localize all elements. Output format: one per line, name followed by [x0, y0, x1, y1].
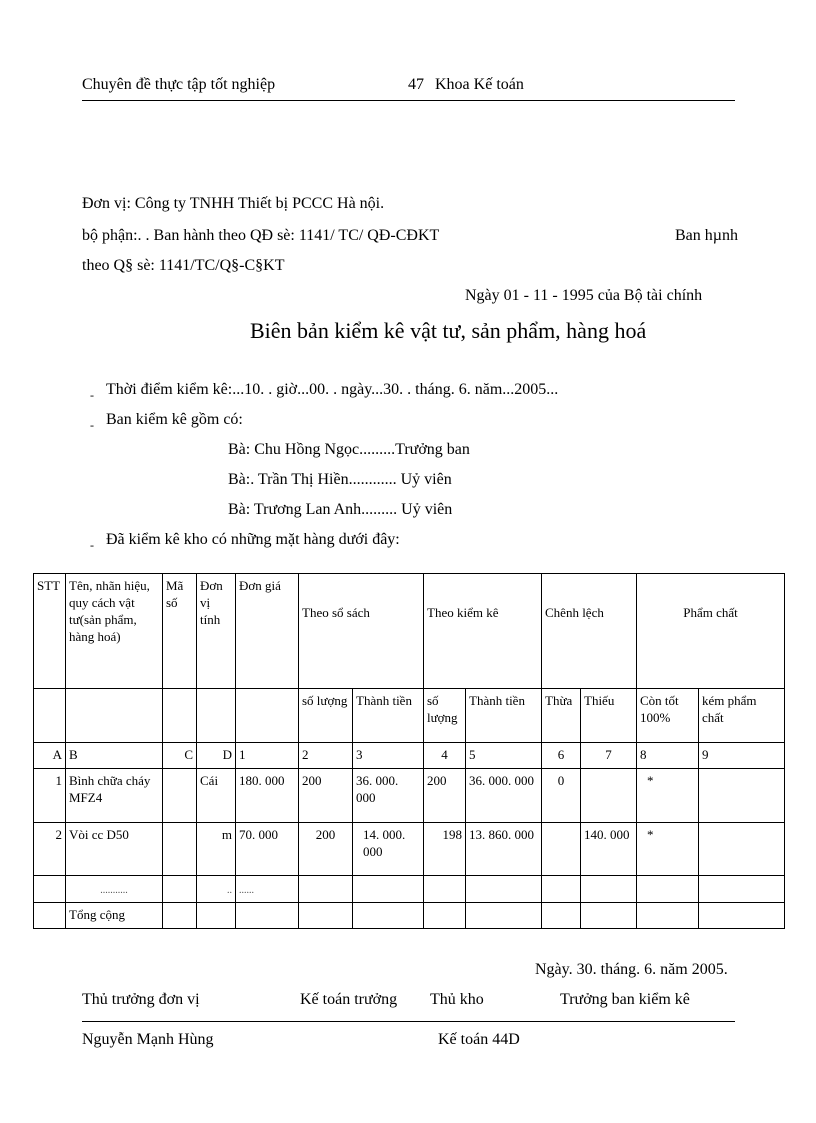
col-count-amount: Thành tiền: [465, 688, 542, 743]
total-label: Tổng cộng: [65, 902, 163, 929]
bullet-dash: -: [90, 418, 94, 432]
cell-poor: [698, 768, 785, 823]
col-unit: Đơn vị tính: [196, 573, 236, 689]
col-name: Tên, nhãn hiệu, quy cách vật tư(sản phẩm…: [65, 573, 163, 689]
code-cell: 7: [580, 742, 637, 769]
ministry-date-line: Ngày 01 - 11 - 1995 của Bộ tài chính: [465, 287, 703, 304]
cell-price: 70. 000: [235, 822, 299, 876]
document-title: Biên bản kiểm kê vật tư, sản phẩm, hàng …: [250, 318, 647, 343]
col-surplus: Thừa: [541, 688, 581, 743]
decision-line: theo Q§ sè: 1141/TC/Q§-C§KT: [82, 257, 285, 274]
committee-member: Bà: Chu Hồng Ngọc.........Trưởng ban: [228, 441, 470, 458]
cell-surplus: [541, 822, 581, 876]
committee-label: Ban kiểm kê gồm có:: [106, 411, 243, 428]
code-cell: 2: [298, 742, 353, 769]
col-quality: Phẩm chất: [636, 573, 785, 689]
sig-storekeeper: Thủ kho: [430, 991, 484, 1008]
col-price: Đơn giá: [235, 573, 299, 689]
cell-book-qty: 200: [298, 768, 353, 823]
cell-short: 140. 000: [580, 822, 637, 876]
unit-line: Đơn vị: Công ty TNHH Thiết bị PCCC Hà nộ…: [82, 195, 385, 212]
code-cell: 4: [423, 742, 466, 769]
cell-count-qty: 200: [423, 768, 466, 823]
cell-short: [580, 768, 637, 823]
code-cell: 1: [235, 742, 299, 769]
col-short: Thiếu: [580, 688, 637, 743]
sig-committee-head: Trưởng ban kiểm kê: [560, 991, 690, 1008]
code-cell: D: [196, 742, 236, 769]
cell-good: *: [636, 822, 699, 876]
header-row-1: STT Tên, nhãn hiệu, quy cách vật tư(sản …: [33, 573, 785, 689]
inventory-time: Thời điểm kiểm kê:...10. . giờ...00. . n…: [106, 381, 559, 398]
col-code: Mã số: [162, 573, 197, 689]
cell-code: [162, 768, 197, 823]
cell-count-qty: 198: [423, 822, 466, 876]
cell-book-amount: 14. 000. 000: [352, 822, 424, 876]
table-row: 1 Bình chữa cháy MFZ4 Cái 180. 000 200 3…: [33, 768, 785, 823]
header-right: Khoa Kế toán: [435, 76, 524, 93]
header-row-2: số lượng Thành tiền số lượng Thành tiền …: [33, 688, 785, 743]
cell-surplus: 0: [541, 768, 581, 823]
cell-unit: ..: [196, 875, 236, 903]
cell-name: Bình chữa cháy MFZ4: [65, 768, 163, 823]
inventory-table: STT Tên, nhãn hiệu, quy cách vật tư(sản …: [33, 573, 785, 929]
committee-member: Bà:. Trần Thị Hiền............ Uỷ viên: [228, 471, 452, 488]
code-cell: 5: [465, 742, 542, 769]
department-line: bộ phận:. . Ban hành theo QĐ sè: 1141/ T…: [82, 227, 440, 244]
header-rule: [82, 100, 735, 101]
col-diff: Chênh lệch: [541, 573, 637, 689]
cell-stt: 2: [33, 822, 66, 876]
col-good: Còn tốt 100%: [636, 688, 699, 743]
class-name: Kế toán 44D: [438, 1031, 520, 1048]
page-number: 47: [408, 76, 424, 93]
col-book: Theo sổ sách: [298, 573, 424, 689]
sig-director: Thủ trưởng đơn vị: [82, 991, 200, 1008]
code-cell: 3: [352, 742, 424, 769]
col-stt: STT: [33, 573, 66, 689]
col-book-qty: số lượng: [298, 688, 353, 743]
table-row: 2 Vòi cc D50 m 70. 000 200 14. 000. 000 …: [33, 822, 785, 876]
cell-unit: m: [196, 822, 236, 876]
col-book-amount: Thành tiền: [352, 688, 424, 743]
code-cell: 9: [698, 742, 785, 769]
footer-rule: [82, 1021, 735, 1022]
sig-chief-accountant: Kế toán trưởng: [300, 991, 398, 1008]
signing-date: Ngày. 30. tháng. 6. năm 2005.: [535, 961, 728, 978]
total-row: Tổng cộng: [33, 902, 785, 929]
code-cell: B: [65, 742, 163, 769]
cell-book-amount: 36. 000. 000: [352, 768, 424, 823]
author-name: Nguyễn Mạnh Hùng: [82, 1031, 214, 1048]
issued-label: Ban hµnh: [675, 227, 738, 244]
table-row: ........... .. ......: [33, 875, 785, 903]
cell-stt: 1: [33, 768, 66, 823]
cell-name: Vòi cc D50: [65, 822, 163, 876]
header-left: Chuyên đề thực tập tốt nghiệp: [82, 76, 276, 93]
cell-code: [162, 822, 197, 876]
code-cell: C: [162, 742, 197, 769]
code-row: A B C D 1 2 3 4 5 6 7 8 9: [33, 742, 785, 769]
cell-name: ...........: [65, 875, 163, 903]
bullet-dash: -: [90, 538, 94, 552]
cell-unit: Cái: [196, 768, 236, 823]
col-poor: kém phẩm chất: [698, 688, 785, 743]
cell-good: *: [636, 768, 699, 823]
cell-price: 180. 000: [235, 768, 299, 823]
cell-poor: [698, 822, 785, 876]
col-count-qty: số lượng: [423, 688, 466, 743]
code-cell: 6: [541, 742, 581, 769]
col-count: Theo kiểm kê: [423, 573, 542, 689]
cell-book-qty: 200: [298, 822, 353, 876]
code-cell: A: [33, 742, 66, 769]
code-cell: 8: [636, 742, 699, 769]
committee-member: Bà: Trương Lan Anh......... Uỷ viên: [228, 501, 453, 518]
cell-price: ......: [235, 875, 299, 903]
cell-count-amount: 13. 860. 000: [465, 822, 542, 876]
cell-count-amount: 36. 000. 000: [465, 768, 542, 823]
checked-label: Đã kiểm kê kho có những mặt hàng dưới đâ…: [106, 531, 400, 548]
bullet-dash: -: [90, 388, 94, 402]
